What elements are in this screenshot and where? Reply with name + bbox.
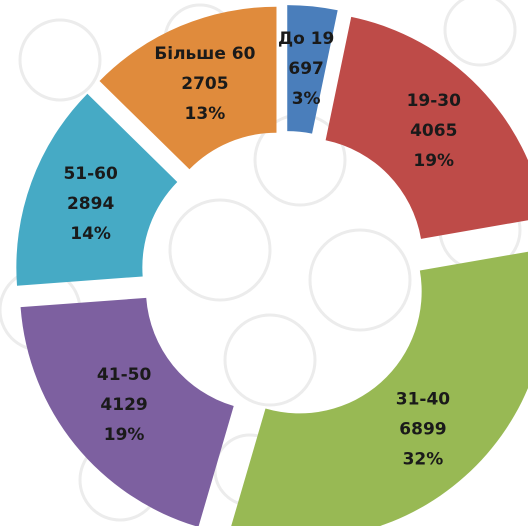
segment-percent: 19% (413, 151, 454, 171)
segment-value: 2705 (181, 74, 228, 94)
segment-category: 31-40 (396, 389, 451, 409)
segment-category: 19-30 (407, 91, 462, 111)
segment-percent: 3% (292, 89, 321, 109)
segment-percent: 13% (185, 104, 226, 124)
segment-value: 6899 (399, 419, 446, 439)
segment-category: 51-60 (63, 164, 118, 184)
donut-segment (325, 16, 528, 239)
segment-category: До 19 (278, 29, 334, 49)
segment-value: 4065 (410, 121, 457, 141)
donut-segment (287, 5, 338, 134)
segment-value: 697 (288, 59, 324, 79)
segment-percent: 14% (70, 224, 111, 244)
segment-value: 4129 (100, 395, 147, 415)
donut-segment (99, 6, 277, 170)
donut-segment (16, 93, 178, 286)
donut-segment (20, 297, 234, 526)
segment-category: Більше 60 (154, 44, 255, 64)
segment-percent: 32% (403, 449, 444, 469)
segment-category: 41-50 (97, 365, 152, 385)
donut-segment (231, 251, 528, 526)
segment-percent: 19% (104, 425, 145, 445)
segment-value: 2894 (67, 194, 114, 214)
